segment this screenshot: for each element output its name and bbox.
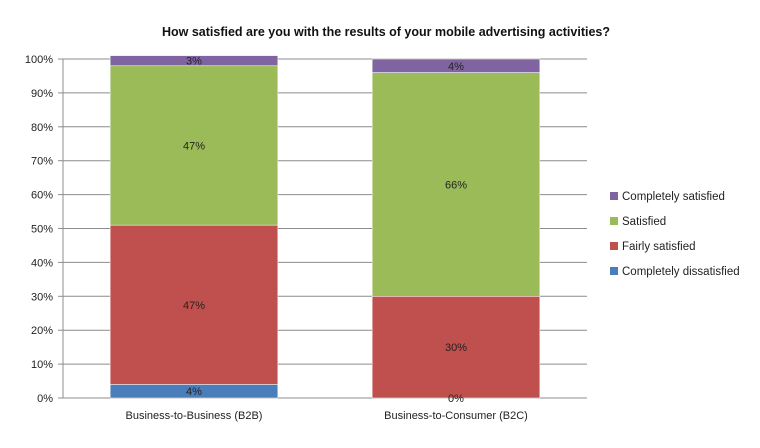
y-tick-label: 30%: [31, 291, 53, 303]
y-tick-label: 50%: [31, 224, 53, 236]
legend-label: Completely satisfied: [622, 191, 725, 203]
bar-segment: [371, 58, 541, 73]
data-label: 4%: [448, 61, 464, 73]
data-labels-layer: 4% 47% 47% 3% 0% 30% 66% 4%: [183, 56, 467, 405]
y-tick-label: 0%: [37, 393, 53, 405]
bar-segment: [371, 72, 541, 297]
bar-segment: [109, 224, 279, 385]
data-label: 66%: [445, 179, 467, 191]
legend-label: Fairly satisfied: [622, 241, 696, 253]
bar-segment: [109, 55, 279, 67]
legend-label: Satisfied: [622, 216, 666, 228]
chart-title: How satisfied are you with the results o…: [162, 25, 610, 39]
data-label: 3%: [186, 56, 202, 68]
legend-swatch: [610, 217, 618, 225]
y-tick-label: 100%: [25, 54, 53, 66]
x-category-label: Business-to-Business (B2B): [126, 410, 263, 422]
legend-swatch: [610, 192, 618, 200]
bars-layer: [109, 55, 541, 399]
y-tick-label: 90%: [31, 88, 53, 100]
data-label: 47%: [183, 140, 205, 152]
x-axis-categories: Business-to-Business (B2B) Business-to-Co…: [126, 410, 528, 422]
legend: Completely satisfied Satisfied Fairly sati…: [610, 191, 740, 278]
data-label: 0%: [448, 393, 464, 405]
legend-swatch: [610, 242, 618, 250]
y-tick-label: 80%: [31, 122, 53, 134]
legend-label: Completely dissatisfied: [622, 266, 740, 278]
y-axis-ticks: 0% 10% 20% 30% 40% 50% 60% 70% 80% 90% 100%: [25, 54, 53, 405]
bar-segment: [371, 296, 541, 399]
y-tick-label: 60%: [31, 190, 53, 202]
data-label: 30%: [445, 342, 467, 354]
x-category-label: Business-to-Consumer (B2C): [384, 410, 528, 422]
bar-segment: [109, 65, 279, 226]
y-tick-label: 20%: [31, 325, 53, 337]
legend-swatch: [610, 267, 618, 275]
y-tick-label: 70%: [31, 156, 53, 168]
data-label: 47%: [183, 300, 205, 312]
data-label: 4%: [186, 386, 202, 398]
y-tick-label: 10%: [31, 359, 53, 371]
y-tick-label: 40%: [31, 257, 53, 269]
